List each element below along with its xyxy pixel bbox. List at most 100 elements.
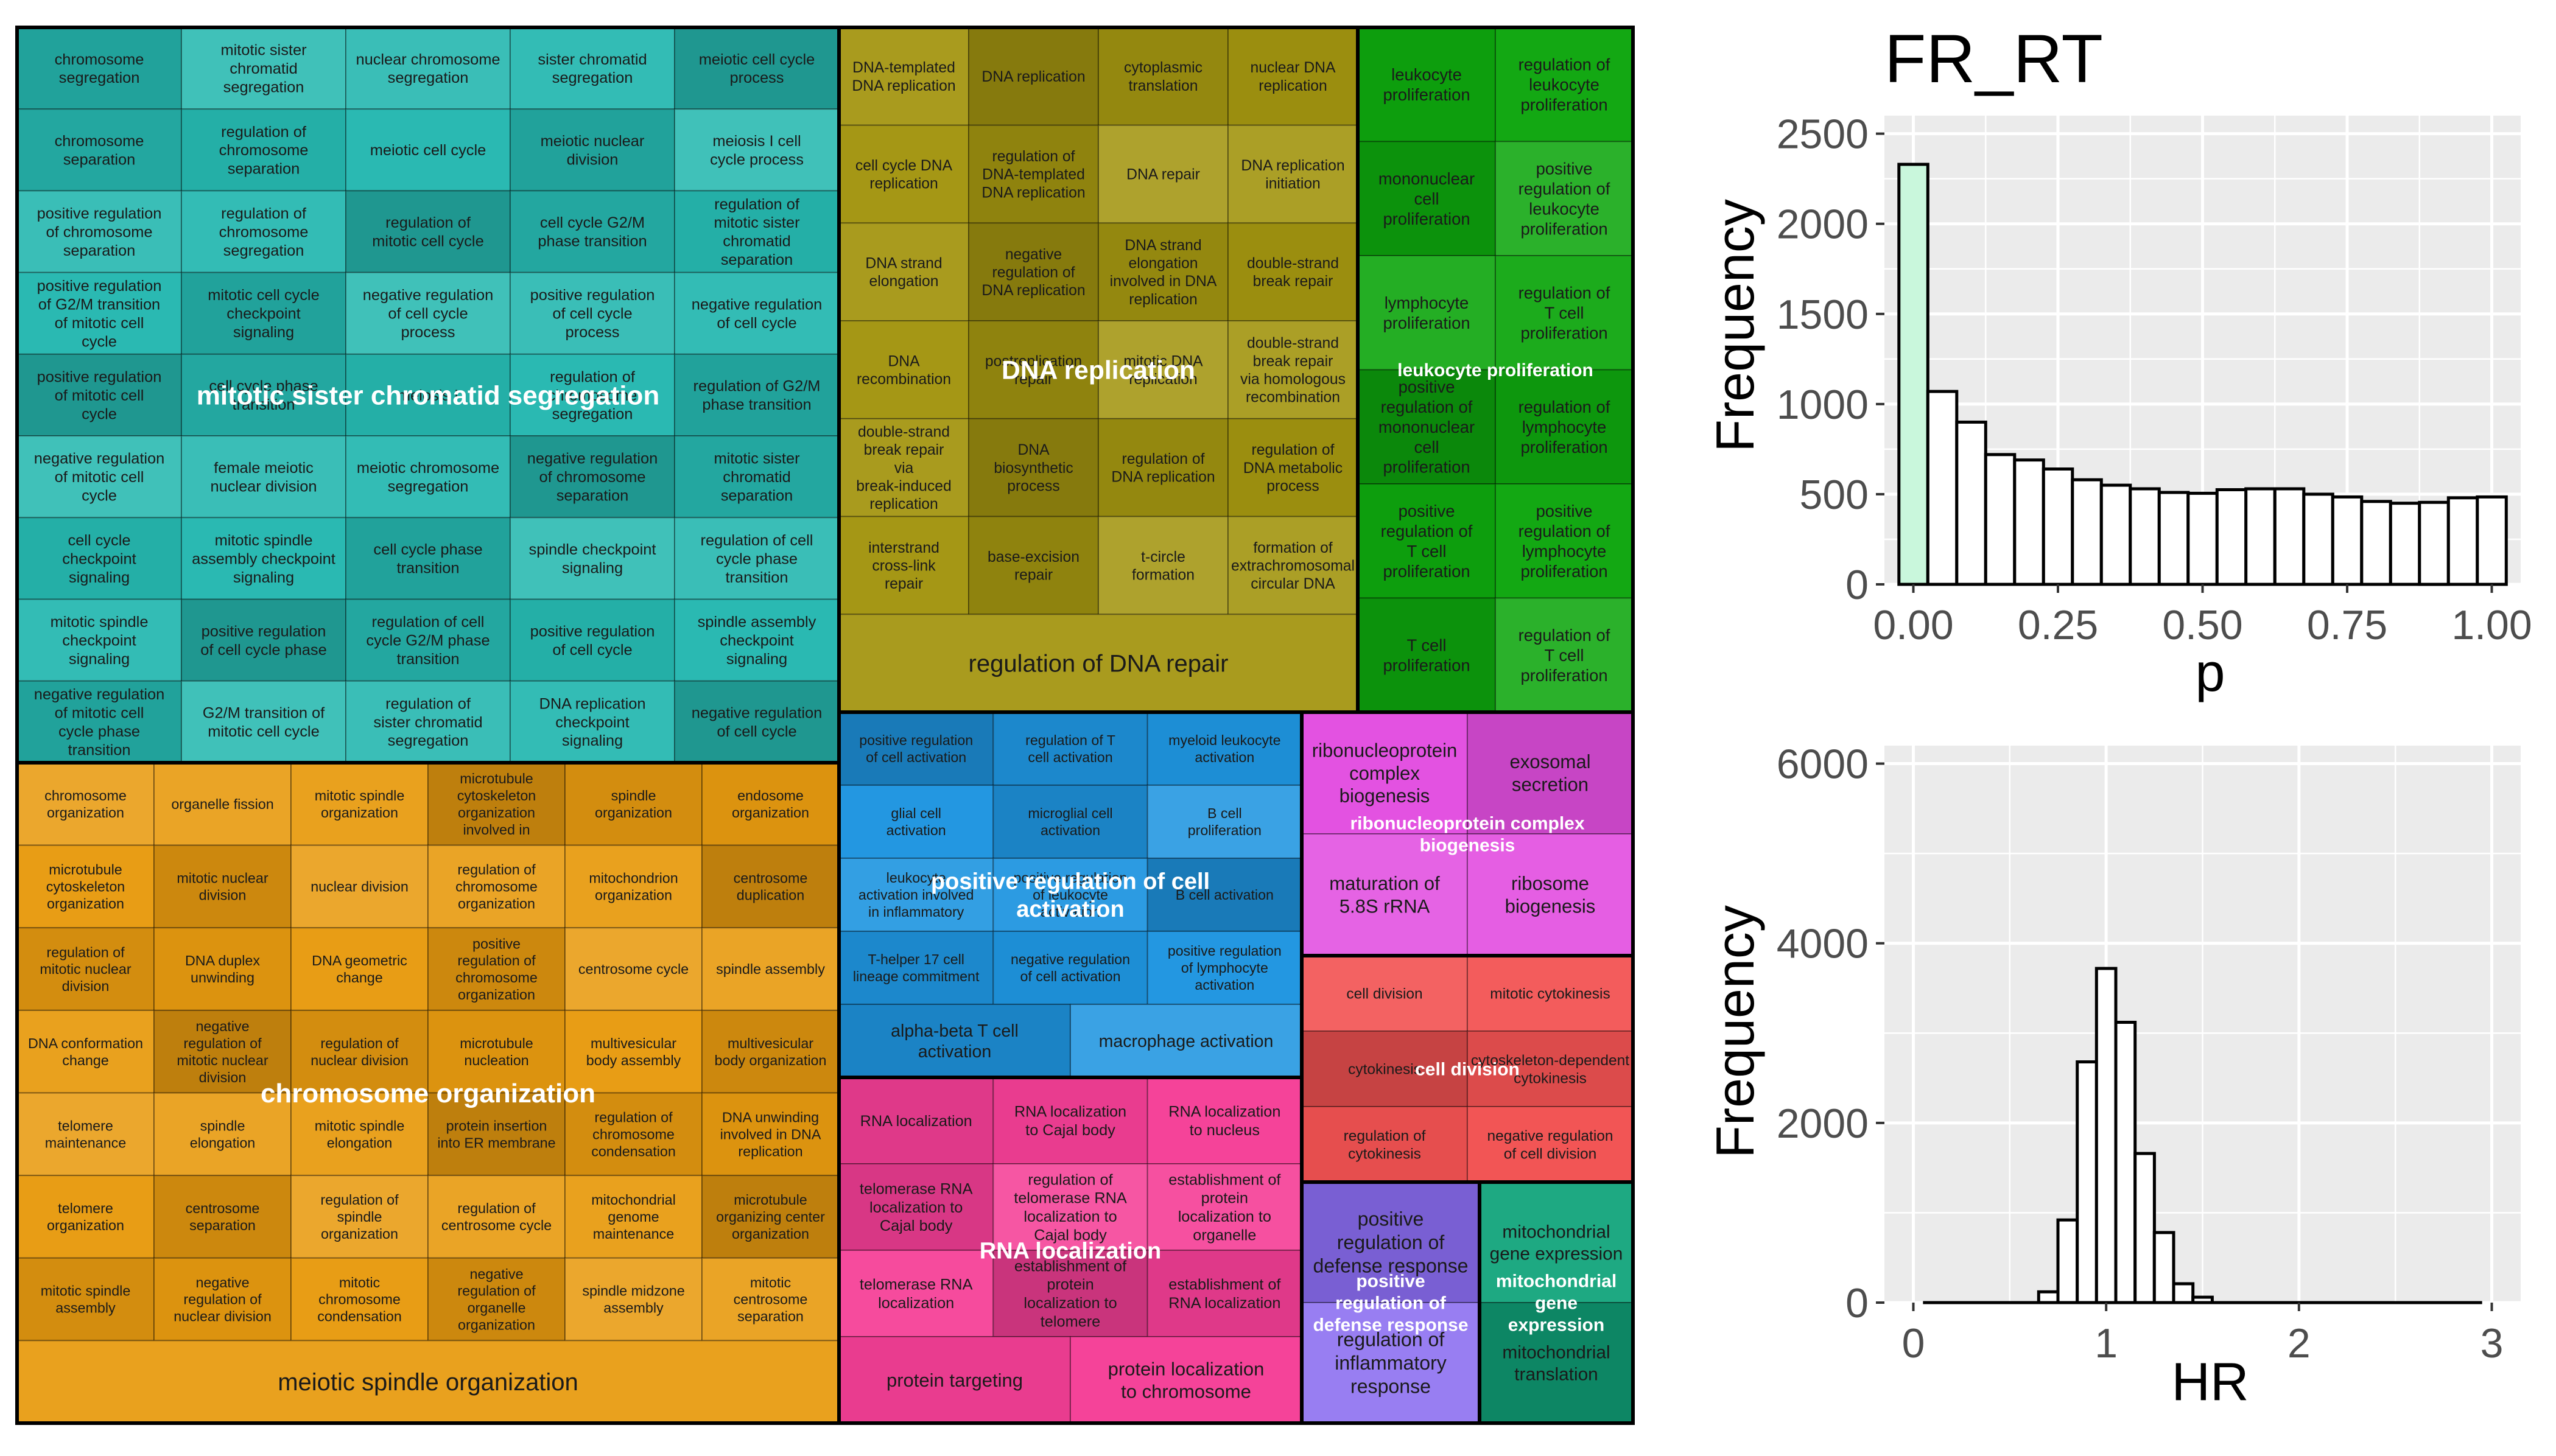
histogram-hazard-ratio: 02000400060000 1 2 3 [1777,741,2521,1367]
histogram-bar [1957,422,1986,585]
treemap-tile-label: regulation of chromosome organization [455,862,538,912]
treemap-tile: T-helper 17 cell lineage commitment [839,931,993,1004]
histogram-bar [2304,494,2333,584]
treemap-tile-rect [154,928,291,1010]
histogram-bar [2077,1062,2097,1303]
treemap-tile: chromosome organization [17,763,154,845]
treemap-tile: protein targeting [839,1337,1070,1423]
treemap-tile-rect [510,27,675,109]
histogram-bar [2217,490,2246,585]
treemap-tile: positive regulation of mitotic cell cycle [17,354,181,436]
treemap-tile-label: regulation of inflammatory response [1335,1329,1447,1398]
treemap-tile: negative regulation of chromosome separati… [510,436,675,517]
treemap-tile-rect [346,517,510,599]
treemap-tile-rect [969,517,1098,615]
histogram-bar [2188,493,2217,584]
treemap-tile: negative regulation of DNA replication [969,223,1098,321]
treemap-tile: cytoplasmic translation [1098,27,1228,125]
histogram-bar [2038,1292,2058,1303]
treemap-tile-label: chromosome organization [44,788,127,821]
y-tick-label: 2000 [1777,1101,1869,1147]
treemap-tile: DNA conformation change [17,1010,154,1093]
treemap-tile-label: regulation of sister chromatid segregation [373,695,482,749]
treemap-tile: positive regulation of cell cycle phase [181,600,346,681]
treemap-tile: regulation of cytokinesis [1302,1107,1467,1182]
x-tick-label: 3 [2481,1320,2504,1367]
treemap-tile-label: mitotic spindle elongation [315,1118,405,1151]
x-tick-label: 0.50 [2162,602,2242,648]
treemap-tile-rect [565,763,702,845]
treemap-tile: t-circle formation [1098,517,1228,615]
treemap-tile-label: macrophage activation [1099,1032,1274,1051]
treemap-tile-rect [1148,1077,1302,1164]
x-tick-label: 2 [2287,1320,2311,1367]
treemap-tile-label: multivesicular body organization [715,1035,827,1068]
treemap-tile-rect [346,27,510,109]
treemap-tile-rect [1358,256,1495,370]
treemap-tile: alpha-beta T cell activation [839,1004,1070,1077]
treemap-tile: glial cell activation [839,785,993,858]
treemap-tile: mitochondrion organization [565,845,702,928]
treemap-tile-label: DNA repair [1126,167,1200,183]
treemap-tile-label: RNA localization [860,1113,972,1130]
treemap-group: RNA localization RNA localization to Cajal… [839,1077,1302,1423]
treemap-tile: negative regulation of cell division [1467,1107,1633,1182]
treemap-tile: positive regulation of mononuclear cell prol… [1358,370,1495,485]
treemap-tile: regulation of chromosome separation [181,109,346,191]
treemap-tile: spindle midzone assembly [565,1258,702,1341]
histogram-bar [2130,489,2160,584]
treemap-tile-rect [1358,27,1495,142]
treemap-tile-rect [510,191,675,272]
x-tick-label: 1.00 [2451,602,2532,648]
treemap-tile-rect [17,763,154,845]
treemap-tile: macrophage activation [1070,1004,1302,1077]
histogram-bar [2159,492,2188,584]
treemap-tile-label: T-helper 17 cell lineage commitment [853,951,980,984]
treemap-tile-rect [839,27,969,125]
treemap-tile: negative regulation of cell activation [993,931,1147,1004]
treemap-tile-rect [154,1175,291,1258]
treemap-group-label: chromosome organization [261,1079,595,1108]
treemap-tile-rect [1098,419,1228,517]
treemap-tile-rect [1467,1107,1633,1182]
treemap-tile: negative regulation of mitotic cell cycle … [17,681,181,763]
treemap-tile: centrosome duplication [702,845,839,928]
treemap-tile: DNA geometric change [291,928,428,1010]
histogram-bar [2174,1284,2193,1303]
treemap-tile: DNA strand elongation involved in DNA repli… [1098,223,1228,321]
treemap-tile: establishment of RNA localization [1148,1250,1302,1337]
treemap-tile: regulation of DNA metabolic process [1228,419,1358,517]
treemap-tile: base-excision repair [969,517,1098,615]
treemap-tile-rect [1302,1107,1467,1182]
treemap-tile-label: microglial cell activation [1028,805,1112,838]
treemap-tile: spindle assembly checkpoint signaling [675,600,839,681]
treemap-tile-rect [154,845,291,928]
treemap-tile-label: centrosome cycle [578,961,689,977]
treemap-tile: regulation of spindle organization [291,1175,428,1258]
treemap-tile: regulation of T cell proliferation [1495,598,1633,713]
treemap-tile: RNA localization to Cajal body [993,1077,1147,1164]
treemap-tile: positive regulation of chromosome separati… [17,191,181,272]
treemap-tile: spindle checkpoint signaling [510,517,675,599]
treemap-tile-label: mitotic sister chromatid segregation [220,42,307,96]
treemap-tile: female meiotic nuclear division [181,436,346,517]
treemap-tile: regulation of cell cycle phase transition [675,517,839,599]
treemap-tile: positive regulation of G2/M transition of … [17,273,181,354]
treemap-tile: cell cycle phase transition [346,517,510,599]
treemap-tile-rect [1098,27,1228,125]
treemap-tile: DNA biosynthetic process [969,419,1098,517]
histogram-bar [2043,469,2073,585]
treemap-tile-label: microtubule cytoskeleton organization invol… [457,771,536,838]
treemap-group: mitochondrial gene expressionmitochondria… [1480,1182,1633,1423]
treemap-tile-label: positive regulation of cell activation [859,732,973,765]
x-tick-label: 0.25 [2018,602,2098,648]
treemap-tile: telomere maintenance [17,1093,154,1176]
treemap-tile: regulation of T cell proliferation [1495,256,1633,370]
treemap-tile: mononuclear cell proliferation [1358,142,1495,256]
treemap-tile: double-strand break repair via homologous r… [1228,321,1358,419]
treemap-tile: double-strand break repair [1228,223,1358,321]
y-tick-label: 500 [1800,472,1869,518]
y-tick-label: 1000 [1777,382,1869,428]
treemap-tile: establishment of protein localization to or… [1148,1164,1302,1250]
treemap-tile: mitotic centrosome separation [702,1258,839,1341]
